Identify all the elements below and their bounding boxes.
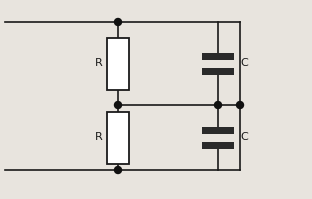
- Bar: [202, 141, 234, 148]
- Circle shape: [115, 19, 121, 25]
- Text: R: R: [95, 133, 103, 142]
- Circle shape: [215, 101, 222, 108]
- Bar: [107, 111, 129, 164]
- Bar: [107, 37, 129, 90]
- Bar: [202, 53, 234, 60]
- Bar: [202, 127, 234, 134]
- Circle shape: [115, 101, 121, 108]
- Text: C: C: [240, 59, 248, 68]
- Text: R: R: [95, 59, 103, 68]
- Circle shape: [115, 167, 121, 174]
- Text: C: C: [240, 133, 248, 142]
- Bar: [202, 67, 234, 74]
- Circle shape: [236, 101, 243, 108]
